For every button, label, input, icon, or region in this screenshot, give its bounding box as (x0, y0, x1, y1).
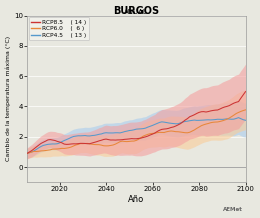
Text: ANUAL: ANUAL (124, 9, 148, 15)
Text: AEMet: AEMet (223, 207, 243, 212)
Legend: RCP8.5    ( 14 ), RCP6.0    (  6 ), RCP4.5    ( 13 ): RCP8.5 ( 14 ), RCP6.0 ( 6 ), RCP4.5 ( 13… (29, 17, 89, 40)
X-axis label: Año: Año (128, 195, 144, 204)
Title: BURGOS: BURGOS (113, 5, 159, 15)
Y-axis label: Cambio de la temperatura máxima (°C): Cambio de la temperatura máxima (°C) (5, 36, 11, 162)
